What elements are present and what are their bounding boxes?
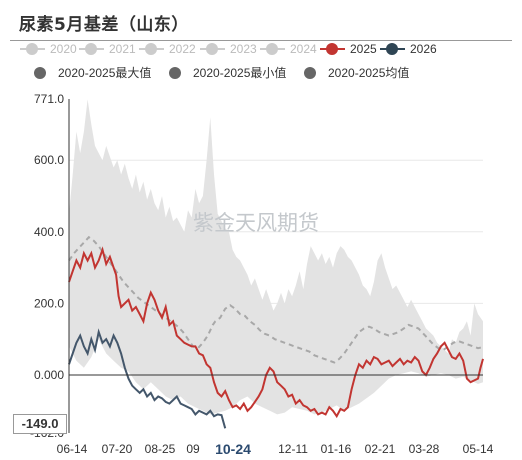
legend-item-2025[interactable]: 2025 [320, 42, 377, 56]
x-tick-label: 02-21 [365, 442, 396, 456]
legend-label: 2023 [230, 42, 257, 56]
legend-symbol-icon [200, 42, 225, 56]
legend-item-2020-2025均值[interactable]: 2020-2025均值 [298, 64, 409, 81]
legend-label: 2020-2025最小值 [193, 66, 287, 80]
y-tick-label: 400.0 [34, 225, 64, 239]
y-tick-label: 771.0 [34, 92, 64, 106]
x-tick-label: 03-28 [409, 442, 440, 456]
series-line-2025 [68, 246, 484, 419]
legend-label: 2020 [50, 42, 77, 56]
legend-label: 2021 [109, 42, 136, 56]
x-tick-label: 09 [186, 442, 200, 456]
legend-symbol-icon [28, 66, 53, 80]
y-tick-label: 600.0 [34, 153, 64, 167]
legend-symbol-icon [380, 42, 405, 56]
legend-symbol-icon [260, 42, 285, 56]
legend-label: 2024 [290, 42, 317, 56]
series-line-2026 [68, 328, 227, 429]
x-tick-label: 01-16 [321, 442, 352, 456]
legend-item-2022[interactable]: 2022 [139, 42, 196, 56]
watermark: 紫金天风期货 [193, 211, 319, 235]
x-axis-pointer-label: 10-24 [215, 441, 251, 457]
title-divider [10, 40, 512, 41]
x-tick-label: 05-14 [463, 442, 494, 456]
x-tick-label: 06-14 [57, 442, 88, 456]
legend-item-2020[interactable]: 2020 [20, 42, 77, 56]
page-title: 尿素5月基差（山东） [19, 15, 189, 35]
x-axis-labels: 06-14 07-20 08-25 09 12-11 01-16 02-21 03-28 05-… [57, 442, 494, 456]
legend-label: 2020-2025均值 [328, 66, 410, 80]
legend-symbol-icon [298, 66, 323, 80]
legend-symbol-icon [320, 42, 345, 56]
range-band-area [69, 99, 483, 415]
legend-label: 2020-2025最大值 [58, 66, 152, 80]
legend-item-2024[interactable]: 2024 [260, 42, 317, 56]
range-band-layer [69, 99, 483, 415]
legend-item-2023[interactable]: 2023 [200, 42, 257, 56]
y-axis-pointer-label: -149.0 [13, 414, 67, 434]
legend-item-2026[interactable]: 2026 [380, 42, 437, 56]
legend-symbol-icon [139, 42, 164, 56]
legend-symbol-icon [20, 42, 45, 56]
legend-symbol-icon [79, 42, 104, 56]
legend-item-2020-2025最小值[interactable]: 2020-2025最小值 [163, 64, 286, 81]
series-lines-layer [68, 235, 484, 429]
x-tick-label: 12-11 [278, 442, 308, 456]
x-tick-label: 07-20 [102, 442, 133, 456]
legend-label: 2025 [350, 42, 377, 56]
legend-symbol-icon [163, 66, 188, 80]
legend-label: 2026 [410, 42, 437, 56]
axes-layer [68, 99, 483, 433]
y-tick-label: 200.0 [34, 296, 64, 310]
series-line-average [68, 235, 484, 364]
legend-item-2021[interactable]: 2021 [79, 42, 136, 56]
y-tick-label: 0.000 [34, 368, 64, 382]
legend-label: 2022 [169, 42, 196, 56]
legend-item-2020-2025最大值[interactable]: 2020-2025最大值 [28, 64, 151, 81]
x-tick-label: 08-25 [145, 442, 176, 456]
